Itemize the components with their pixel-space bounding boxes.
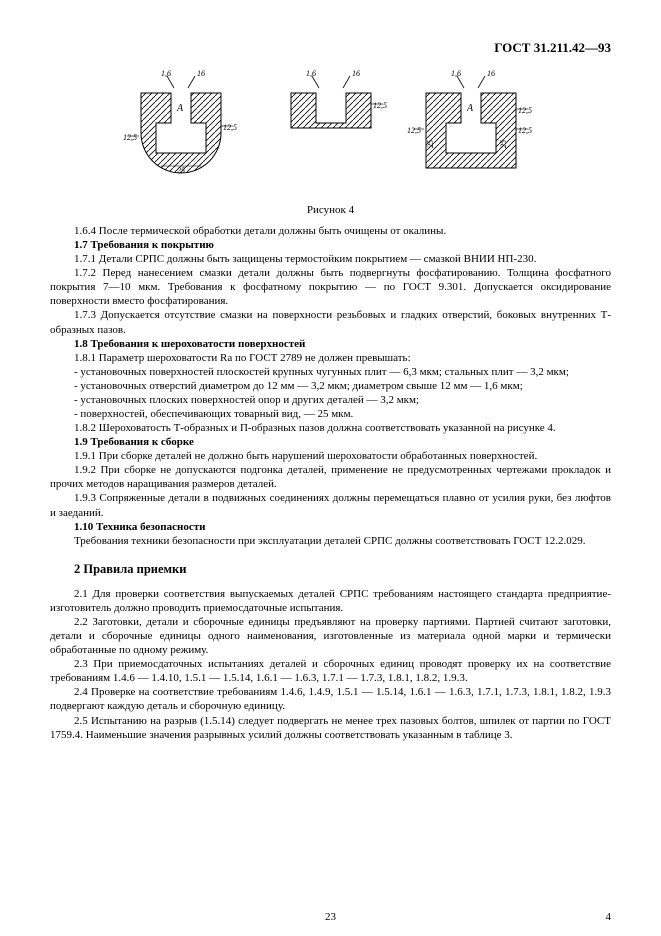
dim-v16: 16 xyxy=(197,69,205,78)
body-block-2: 2.1 Для проверки соответствия выпускаемы… xyxy=(50,587,611,742)
dim-s125-l: 12,5 xyxy=(123,133,137,142)
paragraph: 1.7.3 Допускается отсутствие смазки на п… xyxy=(50,308,611,336)
paragraph: 1.8 Требования к шероховатости поверхнос… xyxy=(50,337,611,351)
figure-4-svg: 1,6 16 А 12,5 12,5 25 1,6 16 12,5 xyxy=(121,68,541,198)
paragraph: - поверхностей, обеспечивающих товарный … xyxy=(50,407,611,421)
dim-v16-c: 16 xyxy=(487,69,495,78)
paragraph: 1.8.1 Параметр шероховатости Ra по ГОСТ … xyxy=(50,351,611,365)
body-block-1: 1.6.4 После термической обработки детали… xyxy=(50,224,611,548)
paragraph: 1.9.1 При сборке деталей не должно быть … xyxy=(50,449,611,463)
paragraph: 2.3 При приемосдаточных испытаниях детал… xyxy=(50,657,611,685)
paragraph: 1.7.2 Перед нанесением смазки детали дол… xyxy=(50,266,611,308)
dim-v25-cl: 25 xyxy=(426,140,435,148)
dim-s125-cr2: 12,5 xyxy=(518,126,532,135)
paragraph: - установочных плоских поверхностей опор… xyxy=(50,393,611,407)
paragraph: - установочных поверхностей плоскостей к… xyxy=(50,365,611,379)
paragraph: 2.2 Заготовки, детали и сборочные единиц… xyxy=(50,615,611,657)
dim-r16-b: 1,6 xyxy=(306,69,316,78)
dim-s125-cl: 12,5 xyxy=(407,126,421,135)
paragraph: 1.6.4 После термической обработки детали… xyxy=(50,224,611,238)
dim-r16: 1,6 xyxy=(161,69,171,78)
paragraph: 2.1 Для проверки соответствия выпускаемы… xyxy=(50,587,611,615)
dim-s125-r: 12,5 xyxy=(223,123,237,132)
dim-v16-b: 16 xyxy=(352,69,360,78)
paragraph: 1.10 Техника безопасности xyxy=(50,520,611,534)
dim-s125-cr1: 12,5 xyxy=(518,106,532,115)
paragraph: Требования техники безопасности при эксп… xyxy=(50,534,611,548)
paragraph: 1.9.3 Сопряженные детали в подвижных сое… xyxy=(50,491,611,519)
paragraph: 1.9.2 При сборке не допускаются подгонка… xyxy=(50,463,611,491)
paragraph: 1.8.2 Шероховатость Т-образных и П-образ… xyxy=(50,421,611,435)
document-header: ГОСТ 31.211.42—93 xyxy=(50,40,611,56)
paragraph: 1.9 Требования к сборке xyxy=(50,435,611,449)
dim-A-c: А xyxy=(466,103,474,114)
page-number-outer: 4 xyxy=(606,911,612,923)
paragraph: 2.5 Испытанию на разрыв (1.5.14) следует… xyxy=(50,714,611,742)
dim-s125-b: 12,5 xyxy=(373,101,387,110)
dim-v25: 25 xyxy=(177,166,185,175)
dim-A: А xyxy=(176,103,184,114)
dim-v25-cr: 25 xyxy=(499,140,508,148)
page-number-inner: 23 xyxy=(325,911,336,923)
figure-4: 1,6 16 А 12,5 12,5 25 1,6 16 12,5 xyxy=(50,68,611,216)
dim-r16-c: 1,6 xyxy=(451,69,461,78)
section-2-title: 2 Правила приемки xyxy=(74,562,611,577)
figure-caption: Рисунок 4 xyxy=(50,204,611,216)
paragraph: - установочных отверстий диаметром до 12… xyxy=(50,379,611,393)
paragraph: 2.4 Проверке на соответствие требованиям… xyxy=(50,685,611,713)
page: ГОСТ 31.211.42—93 1,6 16 А xyxy=(0,0,661,936)
paragraph: 1.7.1 Детали СРПС должны быть защищены т… xyxy=(50,252,611,266)
paragraph: 1.7 Требования к покрытию xyxy=(50,238,611,252)
